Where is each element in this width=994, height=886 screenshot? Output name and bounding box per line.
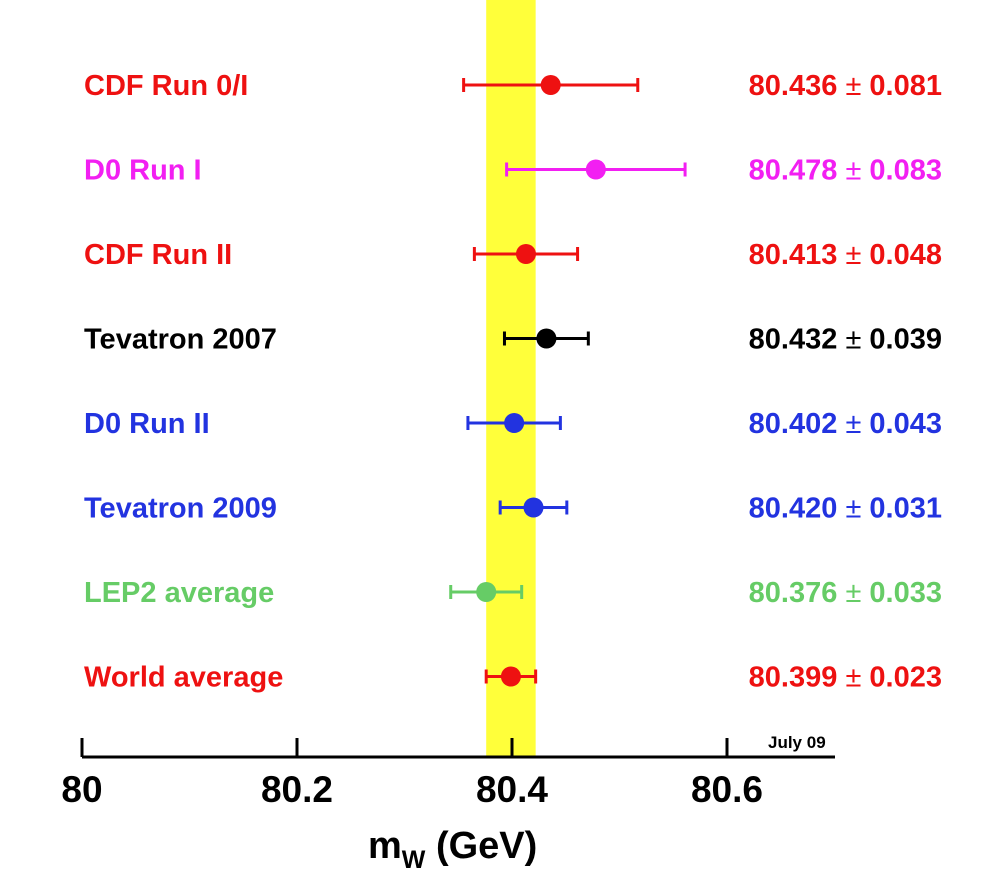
measurement-label: D0 Run II bbox=[84, 408, 210, 440]
central-value: 80.376 bbox=[749, 577, 846, 609]
measurement-value: 80.413 ± 0.048 bbox=[749, 239, 942, 271]
measurement-row: CDF Run 0/I 80.436 ± 0.081 bbox=[84, 70, 942, 102]
x-tick-label: 80.4 bbox=[476, 769, 548, 810]
measurement-value: 80.478 ± 0.083 bbox=[749, 155, 942, 187]
measurement-label: D0 Run I bbox=[84, 155, 202, 187]
central-value: 80.399 bbox=[749, 662, 846, 694]
uncertainty-value: 0.048 bbox=[861, 239, 942, 271]
measurement-label: World average bbox=[84, 662, 283, 694]
data-point bbox=[536, 328, 557, 349]
uncertainty-value: 0.039 bbox=[861, 324, 942, 356]
measurement-value: 80.432 ± 0.039 bbox=[749, 324, 942, 356]
uncertainty-value: 0.033 bbox=[861, 577, 942, 609]
uncertainty-value: 0.083 bbox=[861, 155, 942, 187]
measurement-value: 80.436 ± 0.081 bbox=[749, 70, 942, 102]
data-point bbox=[500, 666, 521, 687]
plus-minus: ± bbox=[845, 324, 861, 356]
central-value: 80.402 bbox=[749, 408, 846, 440]
x-axis-title-subscript: W bbox=[402, 846, 426, 874]
x-tick-label: 80 bbox=[61, 769, 102, 810]
x-axis-title: mW (GeV) bbox=[368, 825, 537, 874]
data-point bbox=[515, 244, 536, 264]
plus-minus: ± bbox=[845, 662, 861, 694]
measurement-label: CDF Run II bbox=[84, 239, 232, 271]
measurement-row: Tevatron 2009 80.420 ± 0.031 bbox=[84, 493, 942, 525]
measurement-value: 80.399 ± 0.023 bbox=[749, 662, 942, 694]
x-tick-label: 80.2 bbox=[261, 769, 333, 810]
data-point bbox=[585, 159, 606, 180]
measurement-label: Tevatron 2009 bbox=[84, 493, 277, 525]
measurement-row: World average 80.399 ± 0.023 bbox=[84, 662, 942, 694]
central-value: 80.478 bbox=[749, 155, 846, 187]
central-value: 80.436 bbox=[749, 70, 846, 102]
measurement-value: 80.420 ± 0.031 bbox=[749, 493, 942, 525]
measurement-row: LEP2 average 80.376 ± 0.033 bbox=[84, 577, 942, 609]
plus-minus: ± bbox=[845, 70, 861, 102]
plus-minus: ± bbox=[845, 577, 861, 609]
data-point bbox=[476, 582, 497, 602]
measurement-value: 80.376 ± 0.033 bbox=[749, 577, 942, 609]
measurement-label: CDF Run 0/I bbox=[84, 70, 248, 102]
data-point bbox=[523, 497, 544, 518]
central-value: 80.413 bbox=[749, 239, 846, 271]
uncertainty-value: 0.043 bbox=[861, 408, 942, 440]
x-axis-title-unit: (GeV) bbox=[425, 825, 537, 867]
uncertainty-value: 0.031 bbox=[861, 493, 942, 525]
plus-minus: ± bbox=[845, 155, 861, 187]
measurement-row: D0 Run II 80.402 ± 0.043 bbox=[84, 408, 942, 440]
x-axis: 80 80.2 80.4 80.6 bbox=[61, 738, 835, 810]
x-tick-label: 80.6 bbox=[691, 769, 763, 810]
measurement-row: CDF Run II 80.413 ± 0.048 bbox=[84, 239, 942, 271]
uncertainty-band bbox=[486, 0, 536, 757]
data-point bbox=[540, 75, 561, 95]
data-point bbox=[504, 413, 525, 433]
measurement-value: 80.402 ± 0.043 bbox=[749, 408, 942, 440]
uncertainty-value: 0.023 bbox=[861, 662, 942, 694]
plus-minus: ± bbox=[845, 408, 861, 440]
measurement-row: Tevatron 2007 80.432 ± 0.039 bbox=[84, 324, 942, 356]
date-annotation: July 09 bbox=[768, 733, 826, 752]
measurement-row: D0 Run I 80.478 ± 0.083 bbox=[84, 155, 942, 187]
plus-minus: ± bbox=[845, 493, 861, 525]
measurement-points: CDF Run 0/I 80.436 ± 0.081 D0 Run I 80.478 … bbox=[84, 70, 942, 694]
plus-minus: ± bbox=[845, 239, 861, 271]
uncertainty-value: 0.081 bbox=[861, 70, 942, 102]
measurement-label: LEP2 average bbox=[84, 577, 274, 609]
measurement-label: Tevatron 2007 bbox=[84, 324, 277, 356]
central-value: 80.432 bbox=[749, 324, 846, 356]
central-value: 80.420 bbox=[749, 493, 846, 525]
x-axis-title-main: m bbox=[368, 825, 402, 867]
